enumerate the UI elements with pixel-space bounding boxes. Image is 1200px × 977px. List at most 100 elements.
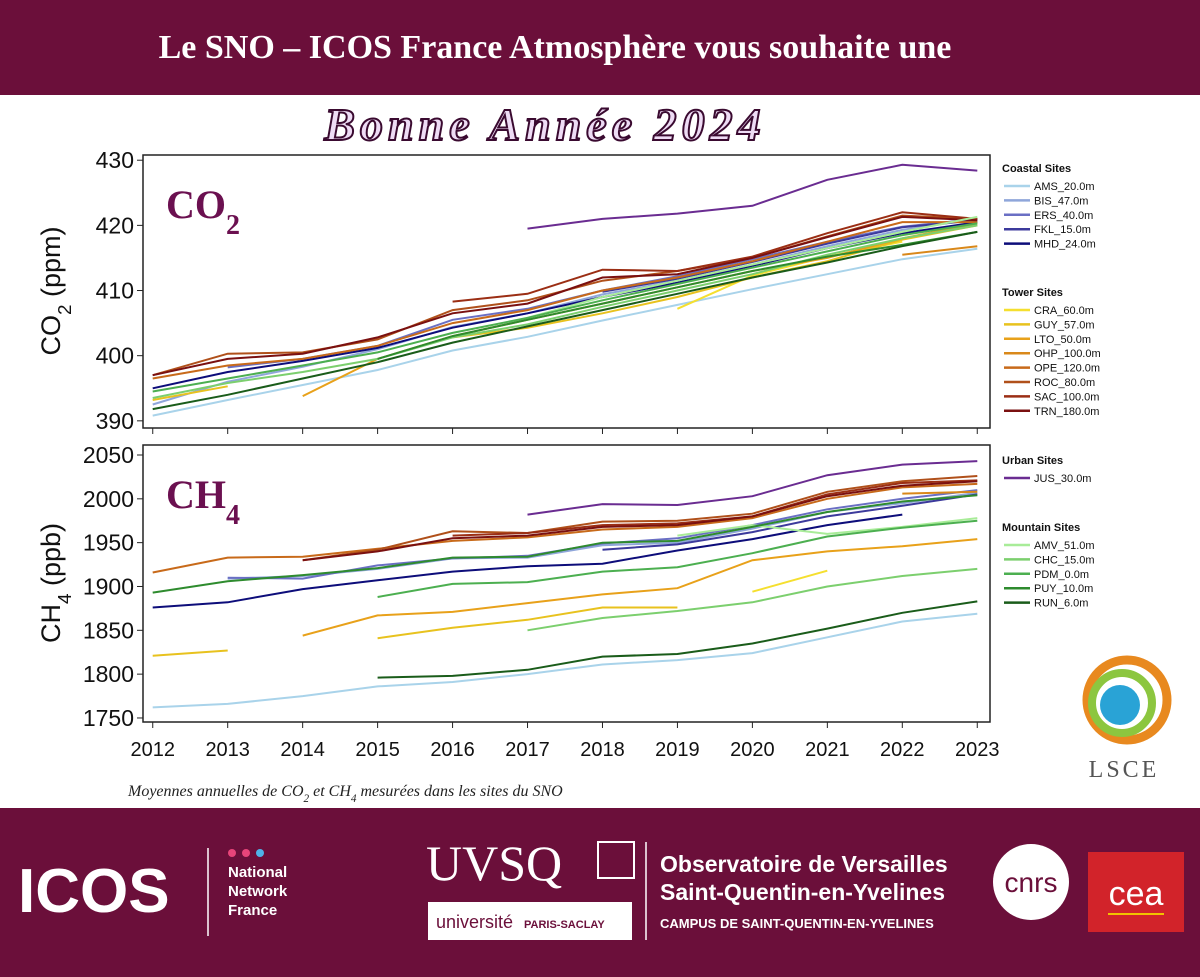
logo-core — [1100, 685, 1140, 725]
universite: université — [436, 912, 513, 932]
icos-logo: ICOS — [18, 857, 170, 926]
series-line: FKL_15.0m — [602, 219, 978, 293]
text-part: 2 — [226, 210, 240, 241]
paris-saclay: PARIS-SACLAY — [524, 919, 605, 931]
legend-label: LTO_50.0m — [1034, 334, 1091, 346]
series-line: CRA_60.0m — [752, 569, 828, 593]
x-tick-label: 2017 — [505, 739, 550, 761]
legend-label: TRN_180.0m — [1034, 406, 1099, 418]
y-tick-label: 1850 — [83, 617, 134, 643]
legend-group-title: Urban Sites — [1002, 455, 1063, 467]
series-line: OPE_120.0m — [152, 482, 978, 574]
panel-label: CO2 — [166, 182, 240, 241]
series-line: BIS_47.0m — [152, 217, 978, 406]
text-part: 4 — [226, 500, 240, 531]
network-text: National — [228, 864, 287, 881]
network-text: Network — [228, 883, 288, 900]
series-line: AMV_51.0m — [677, 517, 978, 537]
saclay-box — [428, 902, 632, 940]
y-tick-label: 390 — [96, 408, 134, 434]
legend-label: PDM_0.0m — [1034, 569, 1089, 581]
lsce-logo: LSCE — [1082, 655, 1172, 783]
y-tick-label: 1750 — [83, 705, 134, 731]
legend-label: MHD_24.0m — [1034, 239, 1096, 251]
series-line: PDM_0.0m — [377, 519, 978, 598]
series-line: SAC_100.0m — [452, 211, 978, 303]
caption: Moyennes annuelles de CO2 et CH4 mesurée… — [127, 783, 563, 805]
legend-group-title: Tower Sites — [1002, 287, 1063, 299]
series-line: GUY_57.0m — [152, 606, 678, 657]
legend-label: CHC_15.0m — [1034, 554, 1095, 566]
y-axis-label: CO2 (ppm) — [36, 226, 76, 355]
legend-label: AMV_51.0m — [1034, 540, 1095, 552]
y-tick-label: 1950 — [83, 530, 134, 556]
campus: CAMPUS DE SAINT-QUENTIN-EN-YVELINES — [660, 916, 934, 931]
series-line: OHP_100.0m — [902, 490, 978, 495]
cea-logo: cea — [1109, 875, 1164, 913]
observatoire: Saint-Quentin-en-Yvelines — [660, 879, 945, 905]
legend-label: JUS_30.0m — [1034, 473, 1091, 485]
network-text: France — [228, 902, 277, 919]
series-line: JUS_30.0m — [527, 460, 978, 516]
y-tick-label: 2000 — [83, 486, 134, 512]
text-part: 2 — [55, 305, 76, 316]
y-tick-label: 1800 — [83, 661, 134, 687]
y-tick-label: 2050 — [83, 442, 134, 468]
y-tick-label: 420 — [96, 212, 134, 238]
uvsq-logo: UVSQ — [426, 835, 562, 891]
header-band — [0, 0, 1200, 95]
legend-label: FKL_15.0m — [1034, 224, 1091, 236]
legend-label: ERS_40.0m — [1034, 210, 1093, 222]
x-tick-label: 2018 — [580, 739, 625, 761]
series-line: FKL_15.0m — [602, 493, 978, 551]
x-tick-label: 2020 — [730, 739, 775, 761]
y-tick-label: 410 — [96, 278, 134, 304]
panel-label: CH4 — [166, 472, 240, 531]
x-tick-label: 2015 — [355, 739, 400, 761]
dot — [228, 849, 236, 857]
legend-label: RUN_6.0m — [1034, 598, 1088, 610]
x-tick-label: 2023 — [955, 739, 1000, 761]
header-title: Le SNO – ICOS France Atmosphère vous sou… — [159, 29, 952, 66]
cea-badge — [1088, 852, 1184, 932]
legend-label: OHP_100.0m — [1034, 348, 1101, 360]
plot-frame — [142, 154, 991, 429]
series-line: CHC_15.0m — [527, 567, 978, 632]
greeting: Bonne Année 2024 — [323, 99, 765, 150]
x-tick-label: 2022 — [880, 739, 925, 761]
series-line: RUN_6.0m — [377, 600, 978, 679]
lsce-label: LSCE — [1089, 757, 1160, 783]
text-part: (ppm) — [36, 226, 66, 304]
legend-label: BIS_47.0m — [1034, 195, 1088, 207]
legend-group-title: Mountain Sites — [1002, 522, 1080, 534]
series-line: AMS_20.0m — [152, 247, 978, 417]
text-part: 4 — [351, 793, 357, 805]
x-tick-label: 2021 — [805, 739, 850, 761]
series-line: AMV_51.0m — [527, 215, 978, 319]
legend-label: AMS_20.0m — [1034, 181, 1095, 193]
series-line: AMS_20.0m — [152, 612, 978, 709]
series-line: TRN_180.0m — [302, 480, 978, 562]
text-part: CO — [166, 182, 226, 227]
y-tick-label: 1900 — [83, 573, 134, 599]
series-line: MHD_24.0m — [152, 513, 903, 609]
text-part: CH — [166, 472, 226, 517]
x-tick-label: 2014 — [280, 739, 325, 761]
text-part: mesurées dans les sites du SNO — [356, 783, 563, 800]
cnrs-badge — [993, 844, 1069, 920]
observatoire: Observatoire de Versailles — [660, 851, 948, 877]
series-line: PUY_10.0m — [152, 494, 978, 594]
series-line: LTO_50.0m — [302, 538, 978, 637]
logo-ring — [1082, 655, 1172, 745]
y-tick-label: 430 — [96, 147, 134, 173]
legend-label: CRA_60.0m — [1034, 305, 1094, 317]
text-part: Moyennes annuelles de CO — [127, 783, 304, 800]
legend-label: GUY_57.0m — [1034, 319, 1095, 331]
y-axis-label: CH4 (ppb) — [36, 523, 76, 643]
x-tick-label: 2013 — [205, 739, 250, 761]
text-part: CH — [36, 604, 66, 643]
text-part: CO — [36, 315, 66, 356]
series-line: RUN_6.0m — [152, 230, 978, 411]
series-line: TRN_180.0m — [152, 215, 978, 377]
